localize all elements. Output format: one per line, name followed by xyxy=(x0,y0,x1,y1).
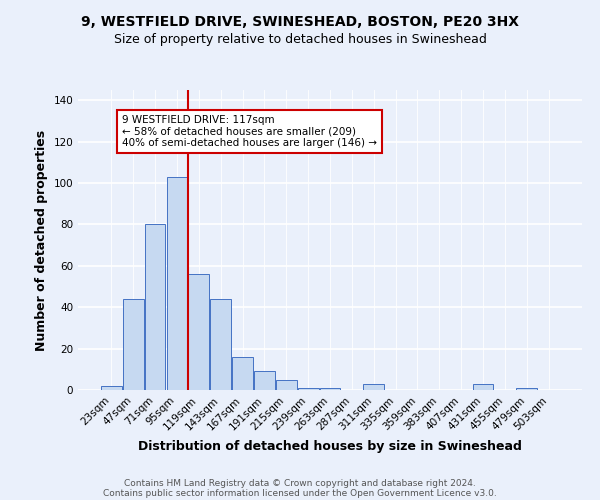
Bar xyxy=(364,384,384,390)
Bar xyxy=(210,299,231,390)
Bar xyxy=(188,274,209,390)
Bar xyxy=(298,388,319,390)
Bar xyxy=(254,372,275,390)
Text: 9 WESTFIELD DRIVE: 117sqm
← 58% of detached houses are smaller (209)
40% of semi: 9 WESTFIELD DRIVE: 117sqm ← 58% of detac… xyxy=(122,115,377,148)
X-axis label: Distribution of detached houses by size in Swineshead: Distribution of detached houses by size … xyxy=(138,440,522,453)
Bar xyxy=(473,384,493,390)
Bar xyxy=(167,177,187,390)
Bar xyxy=(276,380,296,390)
Bar xyxy=(517,388,537,390)
Text: Contains public sector information licensed under the Open Government Licence v3: Contains public sector information licen… xyxy=(103,488,497,498)
Bar xyxy=(123,299,143,390)
Bar xyxy=(101,386,122,390)
Bar xyxy=(145,224,166,390)
Bar xyxy=(232,357,253,390)
Text: Contains HM Land Registry data © Crown copyright and database right 2024.: Contains HM Land Registry data © Crown c… xyxy=(124,478,476,488)
Bar xyxy=(320,388,340,390)
Y-axis label: Number of detached properties: Number of detached properties xyxy=(35,130,48,350)
Text: Size of property relative to detached houses in Swineshead: Size of property relative to detached ho… xyxy=(113,32,487,46)
Text: 9, WESTFIELD DRIVE, SWINESHEAD, BOSTON, PE20 3HX: 9, WESTFIELD DRIVE, SWINESHEAD, BOSTON, … xyxy=(81,15,519,29)
